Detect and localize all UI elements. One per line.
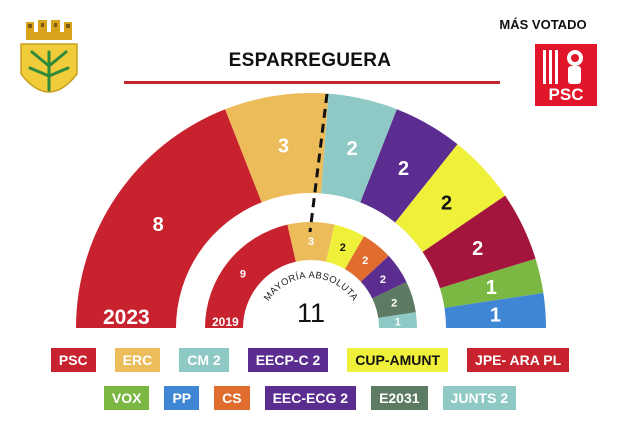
legend-item-jpe-ara-pl: JPE- ARA PL — [467, 348, 570, 372]
legend-item-eecp-c-2: EECP-C 2 — [247, 348, 329, 372]
ring-2019-segment-eecp-c-2 — [360, 255, 407, 299]
title-underline — [124, 81, 500, 84]
municipal-coat-of-arms — [20, 20, 78, 93]
ring-2019-seat-label-cup-amunt: 2 — [340, 242, 346, 254]
ring-2023-segment-psc — [76, 109, 262, 329]
legend-item-cs: CS — [214, 386, 250, 410]
legend-row-2: VOX PP CS EEC-ECG 2 E2031 JUNTS 2 — [0, 386, 620, 410]
ring-2023-seat-label-erc: 3 — [278, 135, 289, 157]
ring-2023-seat-label-eecp-c-2: 2 — [398, 158, 409, 180]
ring-2019-seat-label-e2031: 2 — [391, 297, 397, 309]
year-label-2023: 2023 — [103, 306, 150, 329]
chart-title: ESPARREGUERA — [228, 50, 392, 71]
year-label-2019: 2019 — [212, 315, 239, 329]
legend-item-vox: VOX — [103, 386, 150, 410]
ring-2019-segment-e2031 — [372, 282, 416, 318]
ring-2019-segment-erc — [287, 222, 335, 262]
legend-row-1: PSC ERC CM 2 EECP-C 2 CUP-AMUNT JPE- ARA PL — [0, 348, 620, 372]
ring-2023-seat-label-jpe-ara-pl: 2 — [472, 238, 483, 260]
ring-2023-seat-label-pp: 1 — [490, 304, 501, 326]
ring-2023-segment-vox — [440, 258, 544, 308]
ring-2023-seat-label-vox: 1 — [486, 277, 497, 299]
legend-item-psc: PSC — [50, 348, 96, 372]
ring-2023-segment-cup-amunt — [395, 144, 506, 252]
ring-2019-segment-psc — [205, 224, 296, 328]
ring-2023-segment-cm-2 — [321, 93, 397, 203]
ring-2023-segment-jpe-ara-pl — [422, 195, 536, 289]
ring-2019-segment-cs — [345, 236, 389, 282]
ring-2019-seat-label-psc: 9 — [240, 269, 246, 281]
ring-2019-seat-label-eecp-c-2: 2 — [380, 274, 386, 286]
majority-divider — [308, 93, 329, 233]
rose-fist-icon: PSC — [543, 50, 584, 104]
ring-2019-seat-label-cs: 2 — [362, 255, 368, 267]
ring-2023-seat-label-cm-2: 2 — [347, 138, 358, 160]
ring-2023-segment-eecp-c-2 — [360, 109, 458, 223]
most-voted-label: MÁS VOTADO — [499, 17, 587, 32]
winning-party-logo: PSC — [535, 44, 597, 106]
legend-item-e2031: E2031 — [371, 386, 428, 410]
legend-item-cup-amunt: CUP-AMUNT — [347, 348, 449, 372]
ring-2019-seat-label-erc: 3 — [308, 236, 314, 248]
ring-2023-segment-pp — [444, 292, 546, 328]
ring-2023-segment-erc — [225, 92, 329, 203]
winning-party-name: PSC — [549, 85, 584, 104]
ring-2019-segment-cup-amunt — [326, 224, 364, 270]
ring-2023-seat-label-cup-amunt: 2 — [441, 192, 452, 214]
ring-2019-seat-label-junts-2: 1 — [395, 316, 401, 328]
majority-value: 11 — [297, 298, 325, 328]
legend-item-eec-ecg-2: EEC-ECG 2 — [264, 386, 357, 410]
legend-item-pp: PP — [164, 386, 200, 410]
legend-item-cm-2: CM 2 — [179, 348, 229, 372]
plant-emblem — [28, 50, 70, 92]
legend-item-erc: ERC — [114, 348, 161, 372]
crown — [26, 20, 72, 40]
ring-2023-seat-label-psc: 8 — [153, 214, 164, 236]
legend-item-junts-2: JUNTS 2 — [442, 386, 517, 410]
ring-2019-segment-junts-2 — [378, 312, 417, 328]
